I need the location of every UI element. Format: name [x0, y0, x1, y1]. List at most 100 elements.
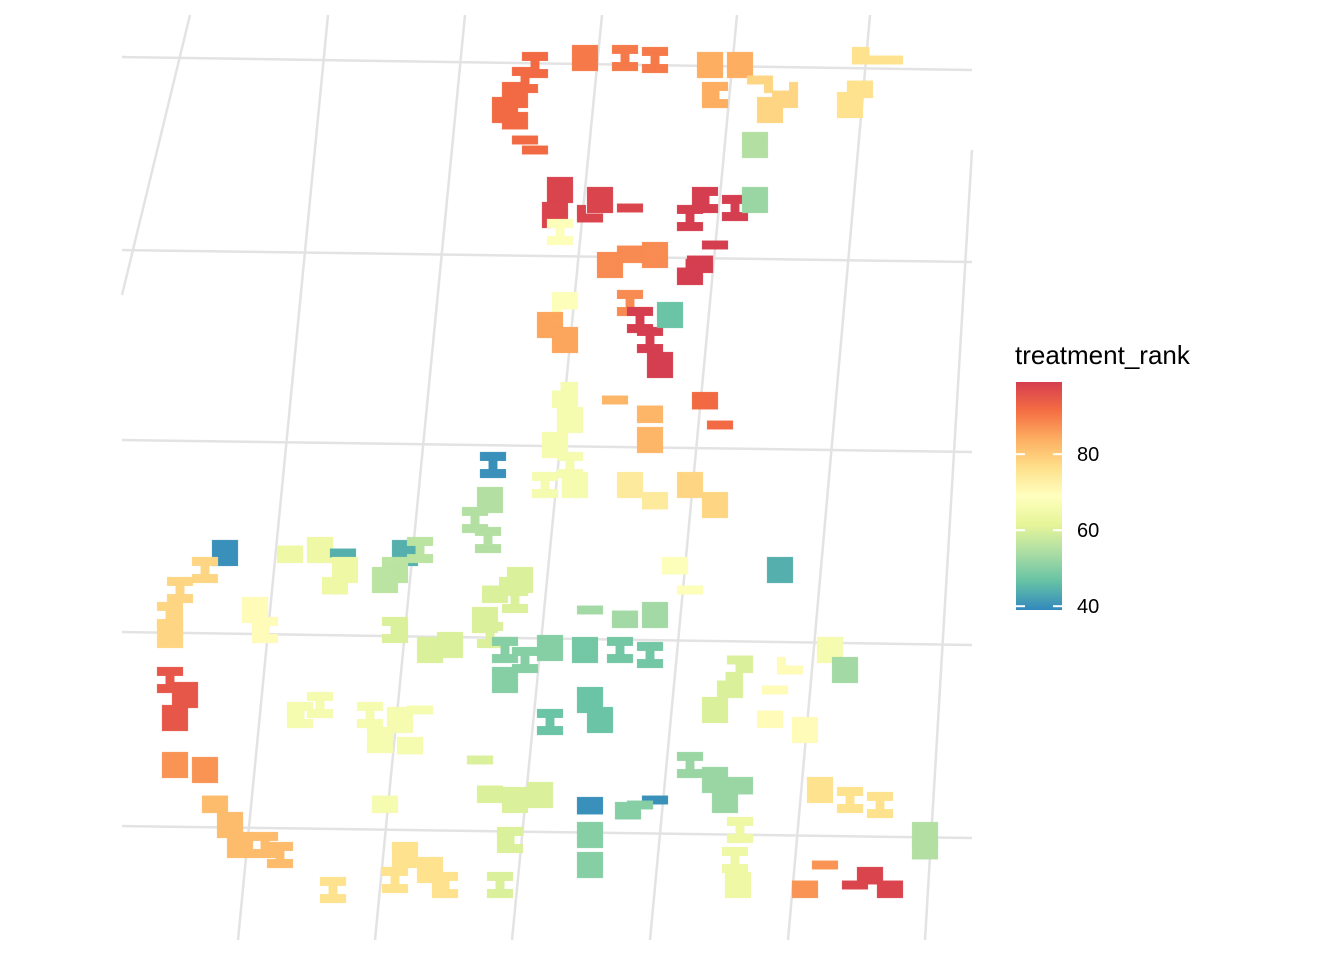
raster-cell [315, 709, 325, 719]
raster-cell [920, 830, 930, 840]
raster-cell [570, 480, 580, 490]
raster-cell [741, 149, 751, 159]
raster-cell [529, 664, 539, 674]
raster-cell [929, 850, 939, 860]
raster-cell [694, 769, 704, 779]
raster-cell [775, 556, 785, 566]
raster-cell [480, 606, 490, 616]
raster-cell [569, 326, 579, 336]
legend: treatment_rank 80 60 40 [1015, 340, 1191, 618]
raster-cell [876, 880, 886, 890]
raster-cell [540, 480, 550, 490]
raster-cell [559, 431, 569, 441]
raster-cell [560, 390, 570, 400]
raster-cell [216, 820, 226, 830]
raster-cell [929, 830, 939, 840]
raster-cell [606, 654, 616, 664]
raster-cell [710, 99, 720, 109]
raster-cell [724, 871, 734, 881]
raster-cell [541, 440, 551, 450]
raster-cell [483, 544, 493, 554]
raster-cell [854, 100, 864, 110]
raster-cell [791, 725, 801, 735]
raster-cell [650, 241, 660, 251]
raster-cell [809, 716, 819, 726]
raster-cell [500, 654, 510, 664]
raster-cell [306, 709, 316, 719]
raster-cell [735, 69, 745, 79]
raster-cell [494, 486, 504, 496]
raster-cell [735, 834, 745, 844]
raster-cell [694, 489, 704, 499]
raster-cell [894, 880, 904, 890]
raster-cell [328, 885, 338, 895]
raster-cell [356, 719, 366, 729]
raster-cell [650, 500, 660, 510]
raster-cell [424, 536, 434, 546]
raster-cell [849, 674, 859, 684]
region-23 [461, 486, 504, 554]
raster-cell [251, 831, 261, 841]
raster-cell [636, 444, 646, 454]
raster-cell [656, 319, 666, 329]
raster-cell [490, 594, 500, 604]
raster-cell [650, 619, 660, 629]
raster-cell [636, 344, 646, 354]
raster-cell [644, 800, 654, 810]
raster-cell [742, 871, 752, 881]
raster-cell [366, 744, 376, 754]
raster-cell [569, 335, 579, 345]
raster-cell [365, 719, 375, 729]
raster-cell [624, 636, 634, 646]
raster-cell [605, 251, 615, 261]
raster-cell [701, 696, 711, 706]
raster-cell [501, 604, 511, 614]
raster-cell [260, 634, 270, 644]
raster-cell [491, 636, 501, 646]
raster-cell [824, 776, 834, 786]
raster-cell [505, 835, 515, 845]
raster-cell [714, 69, 724, 79]
raster-cell [616, 203, 626, 213]
raster-cell [719, 509, 729, 519]
raster-cell [701, 766, 711, 776]
raster-cell [586, 195, 596, 205]
raster-cell [911, 850, 921, 860]
raster-cell [219, 795, 229, 805]
raster-cell [189, 681, 199, 691]
raster-cell [650, 46, 660, 56]
raster-cell [365, 710, 375, 720]
raster-cell [744, 785, 754, 795]
raster-cell [545, 643, 555, 653]
raster-cell [560, 344, 570, 354]
raster-cell [809, 880, 819, 890]
raster-cell [586, 204, 596, 214]
raster-cell [676, 585, 686, 595]
raster-cell [744, 664, 754, 674]
raster-cell [776, 665, 786, 675]
raster-cell [371, 584, 381, 594]
raster-cell [391, 539, 401, 549]
raster-cell [485, 794, 495, 804]
raster-cell [656, 310, 666, 320]
raster-cell [416, 856, 426, 866]
raster-cell [645, 335, 655, 345]
region-46 [161, 751, 219, 784]
raster-cell [840, 665, 850, 675]
raster-cell [710, 240, 720, 250]
raster-cell [174, 630, 184, 640]
raster-cell [809, 725, 819, 735]
raster-cell [486, 889, 496, 899]
raster-cell [551, 326, 561, 336]
raster-cell [585, 686, 595, 696]
raster-cell [576, 204, 586, 214]
raster-cell [535, 781, 545, 791]
raster-cell [515, 566, 525, 576]
raster-cell [511, 135, 521, 145]
legend-title: treatment_rank [1015, 340, 1191, 370]
raster-cell [338, 548, 348, 558]
region-5 [741, 131, 769, 159]
raster-cell [789, 90, 799, 100]
region-56 [841, 866, 904, 899]
raster-cell [741, 140, 751, 150]
